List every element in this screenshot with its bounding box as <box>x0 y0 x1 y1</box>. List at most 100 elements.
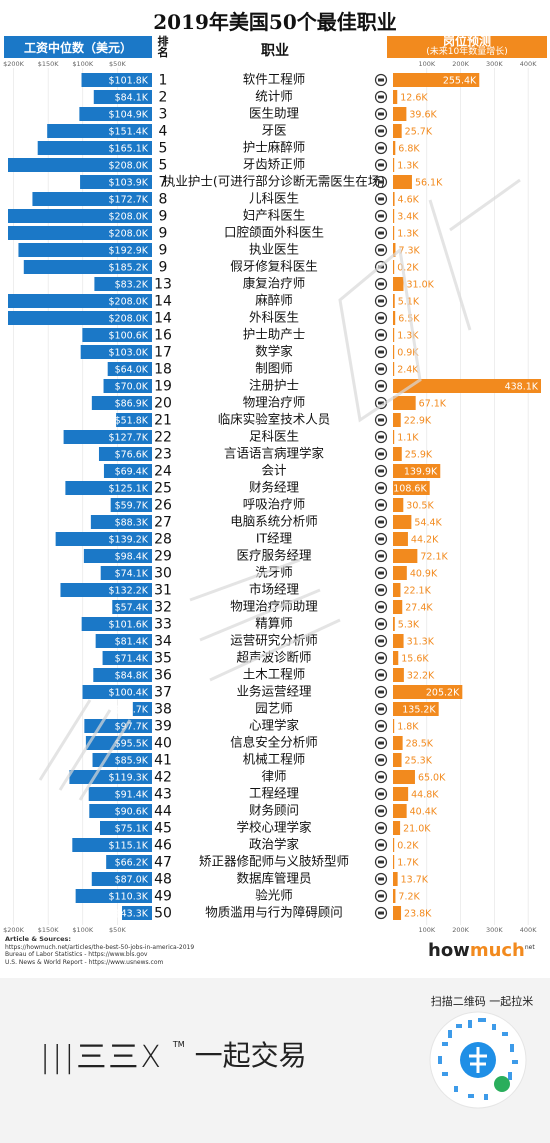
salary-label: $84.8K <box>115 671 149 682</box>
tooth-icon <box>374 260 388 274</box>
growth-bar <box>393 804 407 818</box>
therapy-icon <box>374 600 388 614</box>
briefcase-icon <box>374 685 388 699</box>
therapy-icon <box>374 277 388 291</box>
salary-bar <box>81 617 152 631</box>
rank: 41 <box>154 753 172 769</box>
growth-bar <box>393 277 404 291</box>
growth-label: 135.2K <box>402 705 436 716</box>
ultrasound-icon <box>374 651 388 665</box>
chart-canvas: $200K$200K$150K$150K$100K$100K$50K$50K10… <box>3 60 541 934</box>
globe-icon <box>374 362 388 376</box>
growth-label: 67.1K <box>419 399 447 410</box>
growth-bar <box>393 209 395 223</box>
salary-label: $97.7K <box>115 722 149 733</box>
growth-label: 139.9K <box>404 467 438 478</box>
qr-code[interactable] <box>428 1010 528 1110</box>
money-icon <box>374 804 388 818</box>
growth-label: 255.4K <box>443 76 477 87</box>
salary-bar <box>75 889 152 903</box>
salary-label: $185.2K <box>109 263 149 274</box>
salary-label: $75.1K <box>115 824 149 835</box>
growth-bar <box>393 379 541 393</box>
growth-tick-label: 200K <box>452 926 469 934</box>
speech-icon <box>374 447 388 461</box>
growth-label: 1.7K <box>397 858 419 869</box>
job-title: 假牙修复科医生 <box>230 259 318 274</box>
growth-label: 32.2K <box>407 671 435 682</box>
rank: 48 <box>154 872 172 888</box>
growth-label: 21.0K <box>403 824 431 835</box>
job-title: 医生助理 <box>249 106 300 121</box>
growth-tick-label: 100K <box>418 60 435 68</box>
doctor-icon <box>374 209 388 223</box>
salary-label: $208.0K <box>109 212 149 223</box>
growth-label: 31.3K <box>407 637 435 648</box>
job-title: 土木工程师 <box>243 667 306 682</box>
growth-label: 3.4K <box>397 212 419 223</box>
job-title: 矫正器修配师与义肢矫型师 <box>199 854 349 869</box>
salary-label: $66.2K <box>115 858 149 869</box>
salary-tick-label: $100K <box>72 926 94 934</box>
growth-label: 438.1K <box>505 382 539 393</box>
brain-icon <box>374 719 388 733</box>
salary-tick-label: $150K <box>38 926 60 934</box>
rank: 32 <box>154 600 172 616</box>
growth-header-subtitle: (未来10年数量增长) <box>426 47 508 57</box>
job-title: 制图师 <box>255 361 293 376</box>
salary-bar <box>132 702 152 716</box>
job-title: 财务顾问 <box>249 803 299 818</box>
job-title: 麻醉师 <box>255 293 293 308</box>
server-icon <box>374 532 388 546</box>
growth-label: 72.1K <box>420 552 448 563</box>
growth-label: 13.7K <box>401 875 429 886</box>
rank: 26 <box>154 498 172 514</box>
computer-user-icon <box>374 73 388 87</box>
rank: 34 <box>154 634 172 650</box>
megaphone-icon <box>374 583 388 597</box>
growth-tick-label: 300K <box>486 926 503 934</box>
salary-bar <box>63 430 152 444</box>
rank: 35 <box>154 651 172 667</box>
eye-icon <box>374 889 388 903</box>
growth-bar <box>393 872 398 886</box>
salary-bar <box>32 192 152 206</box>
salary-bar <box>106 855 152 869</box>
salary-label: $76.6K <box>115 450 149 461</box>
rank: 37 <box>154 685 172 701</box>
nurse-icon <box>374 379 388 393</box>
salary-label: $74.1K <box>115 569 149 580</box>
rank: 49 <box>154 889 172 905</box>
rank: 28 <box>154 532 172 548</box>
growth-label: 7.2K <box>398 892 420 903</box>
job-title: 执业护士(可进行部分诊断无需医生在场) <box>163 174 385 189</box>
growth-label: 25.9K <box>405 450 433 461</box>
rank: 19 <box>154 379 172 395</box>
therapy-icon <box>374 396 388 410</box>
growth-label: 4.6K <box>398 195 420 206</box>
salary-label: $119.3K <box>109 773 149 784</box>
rank: 4 <box>159 124 168 140</box>
salary-bar <box>80 345 152 359</box>
foot-icon <box>374 430 388 444</box>
job-title: 足科医生 <box>249 429 299 444</box>
job-title: 物质滥用与行为障碍顾问 <box>205 905 343 920</box>
growth-label: 205.2K <box>426 688 460 699</box>
growth-bar <box>393 311 396 325</box>
growth-bar <box>393 413 401 427</box>
growth-bar <box>393 532 408 546</box>
rank: 36 <box>154 668 172 684</box>
child-icon <box>374 192 388 206</box>
rank: 30 <box>154 566 172 582</box>
rank: 5 <box>159 141 168 157</box>
salary-label: $165.1K <box>109 144 149 155</box>
rank: 7 <box>159 175 168 191</box>
salary-tick-label: $50K <box>109 60 126 68</box>
growth-bar <box>393 685 463 699</box>
growth-label: 0.2K <box>397 841 419 852</box>
salary-label: $151.4K <box>109 127 149 138</box>
salary-label: $101.8K <box>109 76 149 87</box>
salary-bar <box>83 549 152 563</box>
job-title: 口腔颌面外科医生 <box>224 225 324 240</box>
job-title: 物理治疗师 <box>243 395 306 410</box>
